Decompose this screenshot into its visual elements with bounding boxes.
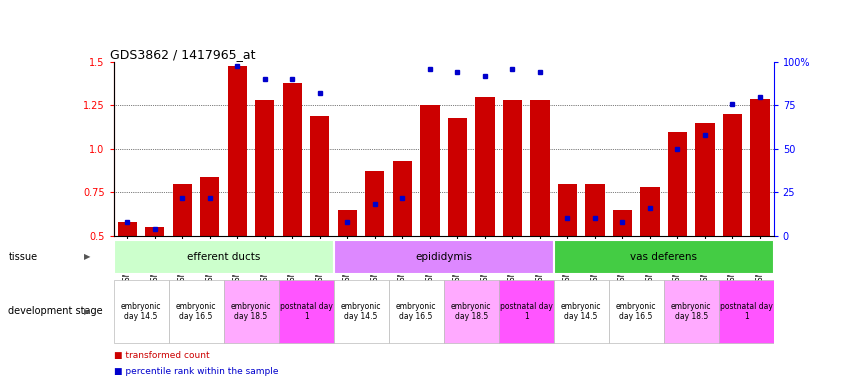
Text: ■ percentile rank within the sample: ■ percentile rank within the sample (114, 367, 278, 376)
Bar (278, 280, 334, 343)
Bar (334, 240, 553, 274)
Bar (389, 280, 444, 343)
Bar (531, 100, 549, 236)
Text: embryonic
day 18.5: embryonic day 18.5 (451, 302, 491, 321)
Bar (664, 280, 719, 343)
Bar (114, 240, 334, 274)
Text: embryonic
day 14.5: embryonic day 14.5 (341, 302, 381, 321)
Bar (613, 210, 632, 236)
Text: embryonic
day 18.5: embryonic day 18.5 (230, 302, 272, 321)
Text: efferent ducts: efferent ducts (187, 252, 260, 262)
Bar (722, 114, 742, 236)
Bar (172, 184, 192, 236)
Text: embryonic
day 14.5: embryonic day 14.5 (561, 302, 601, 321)
Text: embryonic
day 16.5: embryonic day 16.5 (396, 302, 436, 321)
Text: epididymis: epididymis (415, 252, 472, 262)
Text: postnatal day
1: postnatal day 1 (500, 302, 553, 321)
Text: GDS3862 / 1417965_at: GDS3862 / 1417965_at (110, 48, 256, 61)
Bar (553, 240, 774, 274)
Bar (200, 177, 220, 236)
Bar (228, 66, 247, 236)
Bar (553, 280, 609, 343)
Bar (365, 172, 384, 236)
Bar (118, 222, 137, 236)
Bar (334, 280, 389, 343)
Bar (420, 106, 440, 236)
Text: ■ transformed count: ■ transformed count (114, 351, 209, 359)
Bar (668, 132, 687, 236)
Bar (444, 280, 499, 343)
Bar (224, 280, 278, 343)
Bar (168, 280, 224, 343)
Bar (503, 100, 522, 236)
Bar (145, 227, 165, 236)
Bar (750, 99, 770, 236)
Text: vas deferens: vas deferens (630, 252, 697, 262)
Bar (114, 280, 168, 343)
Bar (447, 118, 467, 236)
Bar (640, 187, 659, 236)
Text: embryonic
day 16.5: embryonic day 16.5 (616, 302, 657, 321)
Text: embryonic
day 18.5: embryonic day 18.5 (671, 302, 711, 321)
Text: postnatal day
1: postnatal day 1 (720, 302, 773, 321)
Bar (696, 123, 715, 236)
Text: development stage: development stage (8, 306, 103, 316)
Bar (719, 280, 774, 343)
Bar (475, 97, 495, 236)
Bar (283, 83, 302, 236)
Bar (499, 280, 553, 343)
Bar (338, 210, 357, 236)
Bar (558, 184, 577, 236)
Text: embryonic
day 14.5: embryonic day 14.5 (121, 302, 161, 321)
Bar (609, 280, 664, 343)
Text: ▶: ▶ (84, 252, 91, 262)
Bar (585, 184, 605, 236)
Bar (310, 116, 330, 236)
Text: postnatal day
1: postnatal day 1 (280, 302, 332, 321)
Text: tissue: tissue (8, 252, 38, 262)
Text: embryonic
day 16.5: embryonic day 16.5 (176, 302, 216, 321)
Bar (255, 100, 274, 236)
Bar (393, 161, 412, 236)
Text: ▶: ▶ (84, 307, 91, 316)
